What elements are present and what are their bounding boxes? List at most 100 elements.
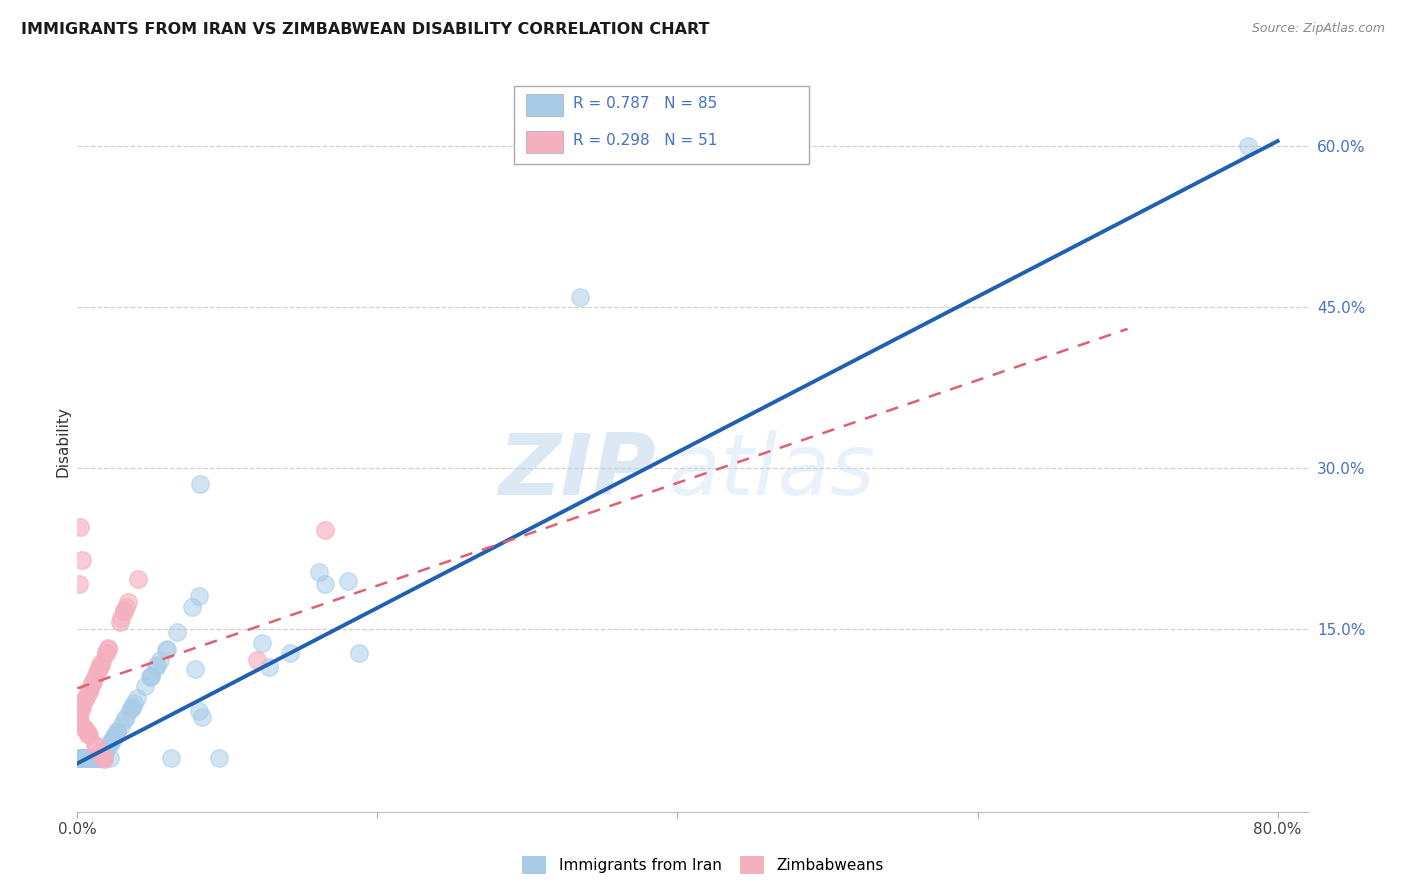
Point (93, 747, 115, 762)
Point (75, 751, 97, 765)
Text: R = 0.787   N = 85: R = 0.787 N = 85 (574, 95, 717, 111)
Point (208, 751, 231, 765)
Y-axis label: Disability: Disability (55, 406, 70, 477)
Point (93, 747, 115, 761)
Point (146, 657, 169, 672)
Point (94, 744, 117, 758)
Point (155, 643, 177, 657)
Point (77, 728, 100, 742)
Point (79, 681, 101, 695)
Point (191, 710, 214, 724)
Point (121, 700, 143, 714)
Point (100, 734, 122, 748)
Point (75, 751, 97, 765)
Point (70, 751, 93, 765)
Point (89, 751, 111, 765)
Point (115, 710, 138, 724)
Point (69, 751, 91, 765)
Point (79, 751, 101, 765)
Point (112, 605, 135, 619)
Point (93, 747, 115, 761)
Point (70, 552, 93, 566)
Point (84, 670, 107, 684)
Text: ZIP: ZIP (498, 430, 655, 513)
Point (115, 600, 138, 615)
Point (91, 750, 114, 764)
Point (83, 751, 105, 765)
Text: IMMIGRANTS FROM IRAN VS ZIMBABWEAN DISABILITY CORRELATION CHART: IMMIGRANTS FROM IRAN VS ZIMBABWEAN DISAB… (21, 22, 710, 37)
Point (105, 725, 128, 739)
Point (70, 701, 93, 715)
Point (568, 290, 591, 304)
Point (69, 520, 91, 534)
Point (73, 751, 96, 765)
Point (69, 714, 91, 729)
Point (187, 704, 209, 718)
Point (183, 662, 205, 676)
Point (98, 737, 121, 751)
Point (337, 574, 360, 589)
Point (159, 751, 181, 765)
Point (70, 700, 93, 714)
Point (94, 646, 117, 660)
Point (75, 692, 97, 706)
Point (83, 751, 105, 765)
Point (122, 697, 145, 711)
Point (94, 646, 117, 660)
FancyBboxPatch shape (526, 94, 564, 116)
Point (96, 741, 118, 756)
Point (77, 726, 100, 740)
Point (117, 595, 139, 609)
Point (82, 676, 104, 690)
Point (77, 684, 100, 698)
Point (127, 573, 149, 587)
Point (1236, 139, 1258, 153)
Point (75, 691, 97, 706)
FancyBboxPatch shape (526, 130, 564, 153)
Point (187, 589, 209, 603)
Point (84, 751, 107, 765)
Point (246, 653, 269, 667)
Point (89, 658, 111, 673)
Point (86, 751, 108, 765)
Point (139, 669, 162, 683)
Point (93, 751, 115, 765)
Point (125, 691, 148, 706)
Point (181, 599, 204, 614)
Point (86, 665, 108, 679)
Point (67, 709, 90, 723)
Point (75, 690, 97, 704)
Point (314, 523, 336, 537)
Point (347, 646, 370, 660)
Point (84, 751, 107, 765)
Point (278, 646, 301, 660)
Point (70, 701, 93, 715)
Point (91, 747, 114, 762)
Point (96, 740, 118, 755)
Point (70, 701, 93, 715)
Point (97, 641, 120, 656)
Legend: Immigrants from Iran, Zimbabweans: Immigrants from Iran, Zimbabweans (516, 850, 890, 880)
Point (76, 686, 98, 700)
Point (156, 642, 179, 657)
Point (112, 714, 135, 728)
Point (110, 611, 132, 625)
Point (93, 752, 115, 766)
Point (76, 724, 98, 739)
Point (87, 751, 110, 765)
Point (90, 656, 112, 670)
Point (91, 748, 114, 763)
Point (107, 724, 129, 739)
Point (104, 727, 127, 741)
Point (89, 658, 111, 673)
Point (108, 615, 131, 629)
Point (77, 684, 100, 698)
Point (145, 660, 167, 674)
Point (73, 721, 96, 735)
Point (103, 729, 125, 743)
Point (139, 670, 162, 684)
Point (84, 739, 107, 754)
Text: atlas: atlas (668, 430, 876, 513)
Point (252, 636, 274, 650)
Point (314, 577, 336, 591)
